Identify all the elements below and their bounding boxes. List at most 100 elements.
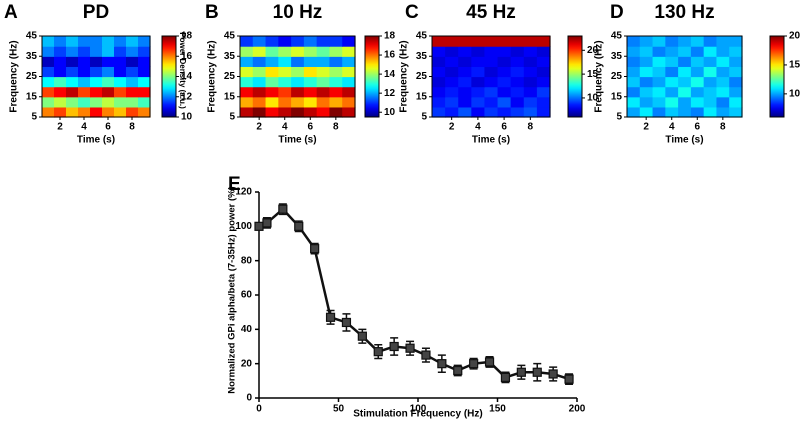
heatmap-cell xyxy=(523,96,538,108)
y-tick-label: 15 xyxy=(26,91,38,102)
heatmap-cell xyxy=(265,86,279,98)
heatmap-cell xyxy=(445,66,459,78)
colorbar-tick-label: 10 xyxy=(789,88,800,99)
heatmap-cell xyxy=(639,96,654,108)
heatmap-cell xyxy=(138,106,151,118)
heatmap-cell xyxy=(42,66,55,78)
heatmap-cell xyxy=(627,36,641,47)
panel-title: 45 Hz xyxy=(466,2,516,23)
heatmap-cell xyxy=(458,46,472,57)
y-tick-label: 45 xyxy=(224,31,236,42)
y-tick-label: 20 xyxy=(241,358,253,369)
heatmap-cell xyxy=(690,66,705,78)
heatmap-cell xyxy=(316,76,331,88)
heatmap-cell xyxy=(252,96,267,108)
heatmap-cell xyxy=(90,86,103,98)
heatmap-cells xyxy=(240,36,356,118)
heatmap-cell xyxy=(665,86,679,98)
heatmap-cell xyxy=(716,66,730,78)
colorbar xyxy=(567,35,583,118)
heatmap-cell xyxy=(536,56,551,67)
x-tick-label: 8 xyxy=(528,122,534,133)
data-marker xyxy=(373,347,383,357)
heatmap-cell xyxy=(432,36,446,47)
x-tick-label: 4 xyxy=(282,122,288,133)
heatmap-cell xyxy=(678,96,692,108)
heatmap-cell xyxy=(729,46,743,57)
heatmap-cell xyxy=(54,106,67,118)
data-marker xyxy=(516,367,526,377)
heatmap-cell xyxy=(66,76,79,88)
heatmap-cell xyxy=(497,66,512,78)
panel-title: PD xyxy=(83,2,109,23)
heatmap-cell xyxy=(240,76,254,88)
x-tick-label: 100 xyxy=(410,404,427,415)
heatmap-cell xyxy=(432,86,446,98)
heatmap-cell xyxy=(316,106,331,118)
heatmap-cell xyxy=(42,96,55,108)
heatmap-cell xyxy=(303,76,318,88)
data-marker xyxy=(357,331,367,341)
heatmap-cell xyxy=(716,106,730,118)
x-tick-label: 2 xyxy=(256,122,262,133)
heatmap-cell xyxy=(729,106,743,118)
heatmap-cell xyxy=(484,86,499,98)
heatmap-cell xyxy=(523,36,538,47)
heatmap-cell xyxy=(652,66,666,78)
x-tick-label: 6 xyxy=(501,122,507,133)
heatmap-cell xyxy=(665,106,679,118)
panel-letter: C xyxy=(405,2,419,23)
heatmap-cell xyxy=(90,106,103,118)
heatmap-cell xyxy=(90,36,103,47)
colorbar-label: Power Density (a.u.) xyxy=(178,32,187,109)
heatmap-cell xyxy=(484,36,499,47)
heatmap-cell xyxy=(432,56,446,67)
heatmap-cell xyxy=(138,46,151,57)
heatmap-cell xyxy=(716,36,730,47)
heatmap-cell xyxy=(497,96,512,108)
heatmap-cell xyxy=(729,36,743,47)
heatmap-cell xyxy=(484,66,499,78)
colorbar-tick-label: 15 xyxy=(789,60,800,71)
heatmap-cells xyxy=(42,36,151,118)
y-tick-label: 0 xyxy=(246,393,252,404)
heatmap-cell xyxy=(690,36,705,47)
heatmap-cell xyxy=(316,96,331,108)
x-axis-label: Time (s) xyxy=(665,135,703,146)
heatmap-cell xyxy=(471,86,486,98)
y-tick-label: 5 xyxy=(229,112,235,123)
data-marker xyxy=(469,359,479,369)
heatmap-cell xyxy=(303,46,318,57)
colorbar-tick-label: 20 xyxy=(587,45,599,56)
x-tick-label: 150 xyxy=(489,404,506,415)
data-marker xyxy=(254,221,264,231)
heatmap-cell xyxy=(54,66,67,78)
heatmap-cell xyxy=(716,96,730,108)
heatmap-cell xyxy=(690,106,705,118)
heatmap-cell xyxy=(252,86,267,98)
heatmap-cell xyxy=(690,46,705,57)
heatmap-cell xyxy=(342,76,356,88)
heatmap-cell xyxy=(265,56,279,67)
heatmap-cell xyxy=(329,86,343,98)
heatmap-cell xyxy=(240,96,254,108)
y-axis-label: Frequency (Hz) xyxy=(9,40,20,112)
panel-letter: E xyxy=(228,174,241,195)
heatmap-cell xyxy=(432,66,446,78)
x-tick-label: 8 xyxy=(333,122,339,133)
heatmap-cell xyxy=(458,96,472,108)
heatmap-cell xyxy=(729,96,743,108)
heatmap-cell xyxy=(716,56,730,67)
heatmap-cell xyxy=(138,86,151,98)
heatmap-cell xyxy=(240,66,254,78)
y-tick-label: 45 xyxy=(611,31,623,42)
data-marker xyxy=(310,244,320,254)
heatmap-cell xyxy=(42,76,55,88)
heatmap-cell xyxy=(536,36,551,47)
heatmap-cell xyxy=(690,96,705,108)
heatmap-cell xyxy=(78,96,91,108)
heatmap-cell xyxy=(252,36,267,47)
heatmap-cell xyxy=(678,56,692,67)
heatmap-cell xyxy=(291,106,305,118)
heatmap-cell xyxy=(639,56,654,67)
